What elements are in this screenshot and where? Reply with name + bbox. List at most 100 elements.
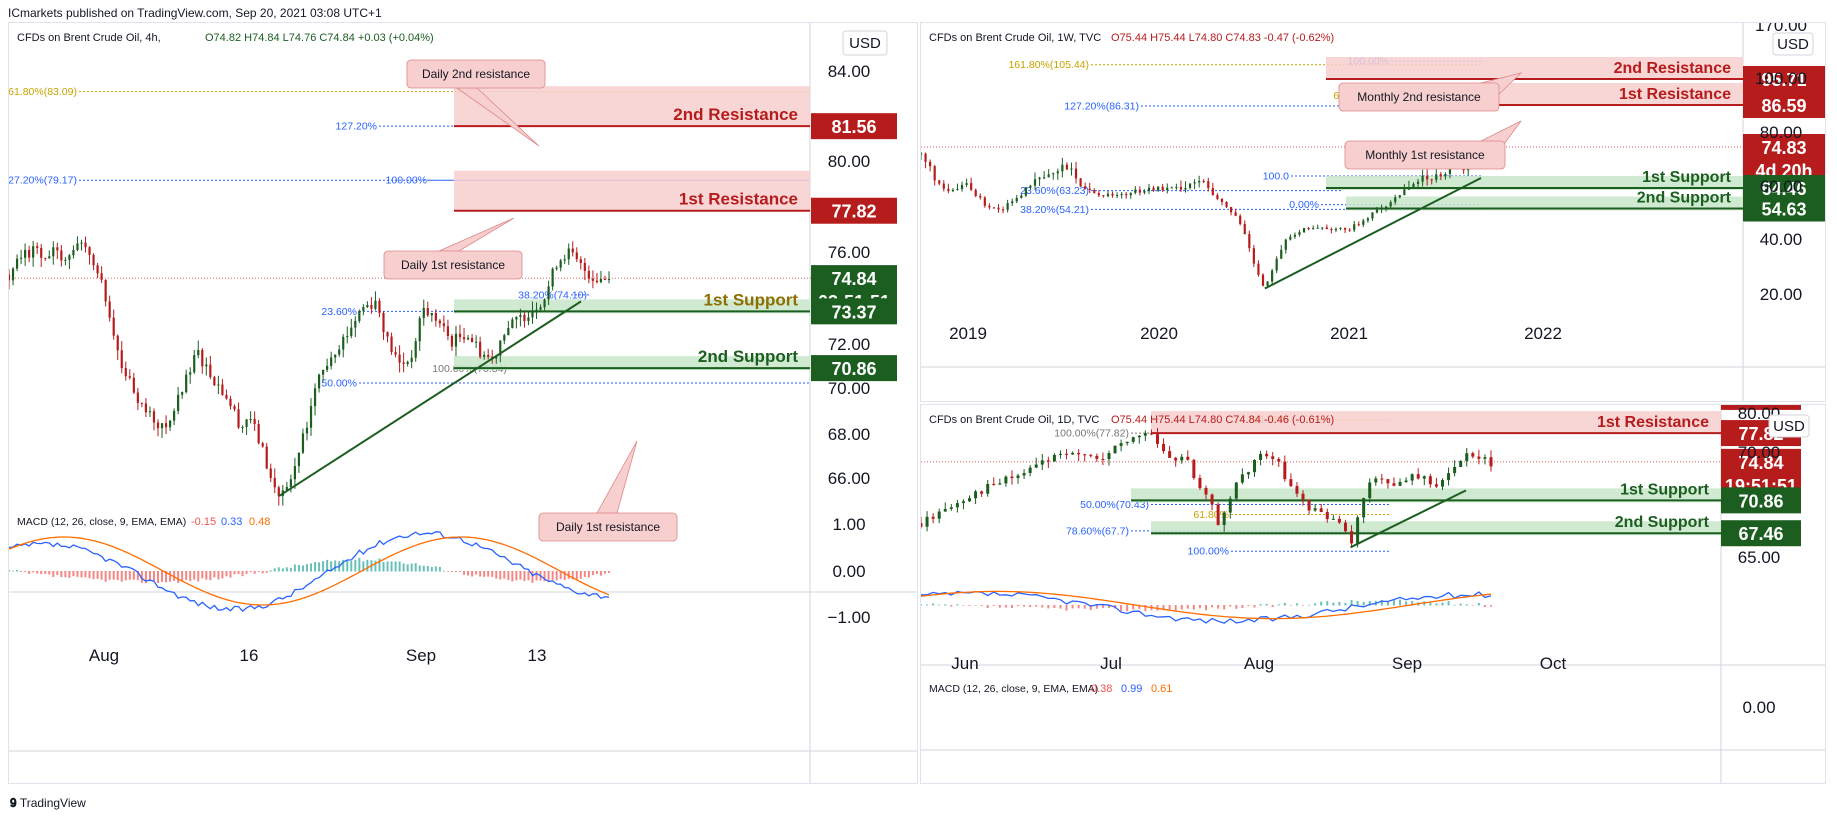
macd-histogram-bar (467, 571, 470, 576)
candle-body (1404, 480, 1408, 483)
candle-body (571, 248, 574, 253)
candle-body (1192, 459, 1196, 479)
currency-badge[interactable]: USD (842, 30, 888, 56)
macd-histogram-bar (378, 558, 381, 572)
fib-level-label: 50.00% (321, 378, 357, 390)
macd-histogram-bar (511, 571, 514, 582)
resistance-zone (1326, 57, 1743, 79)
candle-body (237, 409, 240, 428)
candle-body (1357, 224, 1360, 226)
macd-histogram-bar (503, 571, 506, 579)
chart-panel-1w[interactable]: 100.00%161.80%(105.44)61.80%127.20%(86.3… (920, 22, 1826, 402)
macd-histogram-bar (1326, 601, 1329, 606)
candle-body (414, 341, 417, 358)
macd-histogram-bar (1356, 600, 1359, 606)
candle-body (1261, 274, 1265, 286)
candle-body (1307, 499, 1311, 511)
support-zone (1151, 521, 1721, 536)
fib-level-label: 161.80%(83.09) (9, 86, 77, 98)
candle-body (925, 516, 929, 527)
price-tag-label: 81.56 (1738, 405, 1783, 408)
candle-body (949, 507, 953, 509)
chart-panel-4h[interactable]: 161.80%(83.09) 127.20% 127.20%(79.17) 100.0… (8, 22, 918, 784)
y-tick-label: 170.00 (1755, 23, 1807, 35)
macd-histogram-bar (986, 605, 989, 608)
candle-body (1385, 206, 1388, 209)
candle-body (1252, 248, 1255, 264)
chart-1d[interactable]: 200.00%127.20%(81.37)161.80%100.00%(77.8… (921, 405, 1825, 783)
candle-body (19, 257, 23, 259)
candle-body (1234, 482, 1238, 499)
macd-histogram-bar (52, 571, 55, 577)
candle-body (350, 327, 353, 336)
candle-body (24, 249, 27, 258)
signal-line (9, 536, 610, 606)
macd-histogram-bar (414, 563, 417, 572)
candle-body (575, 252, 578, 260)
candle-body (1155, 434, 1159, 444)
macd-histogram-bar (968, 605, 971, 606)
candle-body (543, 299, 546, 308)
chart-4h[interactable]: 161.80%(83.09) 127.20% 127.20%(79.17) 100.0… (9, 23, 917, 783)
currency-badge[interactable]: USD (1772, 32, 1814, 56)
chart-title: CFDs on Brent Crude Oil, 1W, TVC (929, 32, 1101, 44)
price-tag (1721, 487, 1801, 514)
trend-line (1264, 177, 1482, 290)
price-tag-label: 70.86 (1738, 491, 1783, 511)
macd-histogram-bar (386, 561, 389, 572)
candle-body (1198, 180, 1201, 183)
macd-histogram-bar (1411, 600, 1414, 606)
candle-body (1394, 197, 1397, 203)
macd-histogram-bar (261, 571, 264, 574)
x-tick-label: 13 (528, 646, 547, 665)
candle-body (983, 197, 986, 206)
candle-body (519, 314, 522, 317)
fib-level-label: 0.00% (1289, 199, 1319, 211)
candle-body (1477, 456, 1481, 459)
macd-histogram-bar (603, 571, 606, 574)
price-tag-label: 86.59 (1761, 96, 1806, 116)
macd-histogram-bar (36, 571, 39, 574)
candle-body (579, 259, 582, 263)
price-tag-label: 73.37 (831, 302, 876, 322)
candle-body (1095, 455, 1099, 459)
callout-box (1344, 140, 1506, 170)
macd-histogram-bar (1004, 605, 1007, 608)
currency-badge[interactable]: USD (1768, 414, 1810, 438)
candle-body (1216, 195, 1219, 199)
macd-value: 0.61 (1151, 683, 1172, 695)
resistance-zone (454, 170, 810, 211)
candle-body (233, 406, 236, 410)
candle-body (321, 369, 325, 375)
candle-body (185, 374, 188, 393)
candle-body (346, 335, 349, 337)
macd-histogram-bar (1289, 604, 1292, 606)
macd-histogram-bar (1138, 605, 1141, 609)
candle-body (168, 420, 172, 428)
macd-histogram-bar (1283, 602, 1286, 606)
macd-histogram-bar (64, 571, 67, 578)
macd-histogram-bar (974, 604, 977, 606)
candle-body (1070, 168, 1073, 170)
candle-body (527, 317, 530, 321)
macd-histogram-bar (362, 561, 365, 572)
chart-1w[interactable]: 100.00%161.80%(105.44)61.80%127.20%(86.3… (921, 23, 1825, 401)
candle-body (1134, 189, 1137, 193)
price-tag (1743, 92, 1825, 118)
macd-histogram-bar (992, 605, 995, 606)
macd-histogram-bar (519, 571, 522, 580)
candle-body (253, 419, 256, 425)
candle-body (128, 376, 131, 378)
candle-body (979, 196, 982, 198)
macd-histogram-bar (1186, 605, 1189, 609)
chart-panel-1d[interactable]: 200.00%127.20%(81.37)161.80%100.00%(77.8… (920, 404, 1826, 784)
candle-body (1093, 190, 1096, 194)
candle-body (1459, 461, 1463, 467)
candle-body (470, 337, 474, 343)
candle-body (1143, 191, 1146, 193)
macd-histogram-bar (1126, 605, 1129, 612)
candle-body (921, 153, 923, 155)
tradingview-logo[interactable]: 𝟗 TradingView (10, 796, 86, 811)
callout-box (406, 59, 546, 89)
macd-histogram-bar (120, 571, 123, 582)
